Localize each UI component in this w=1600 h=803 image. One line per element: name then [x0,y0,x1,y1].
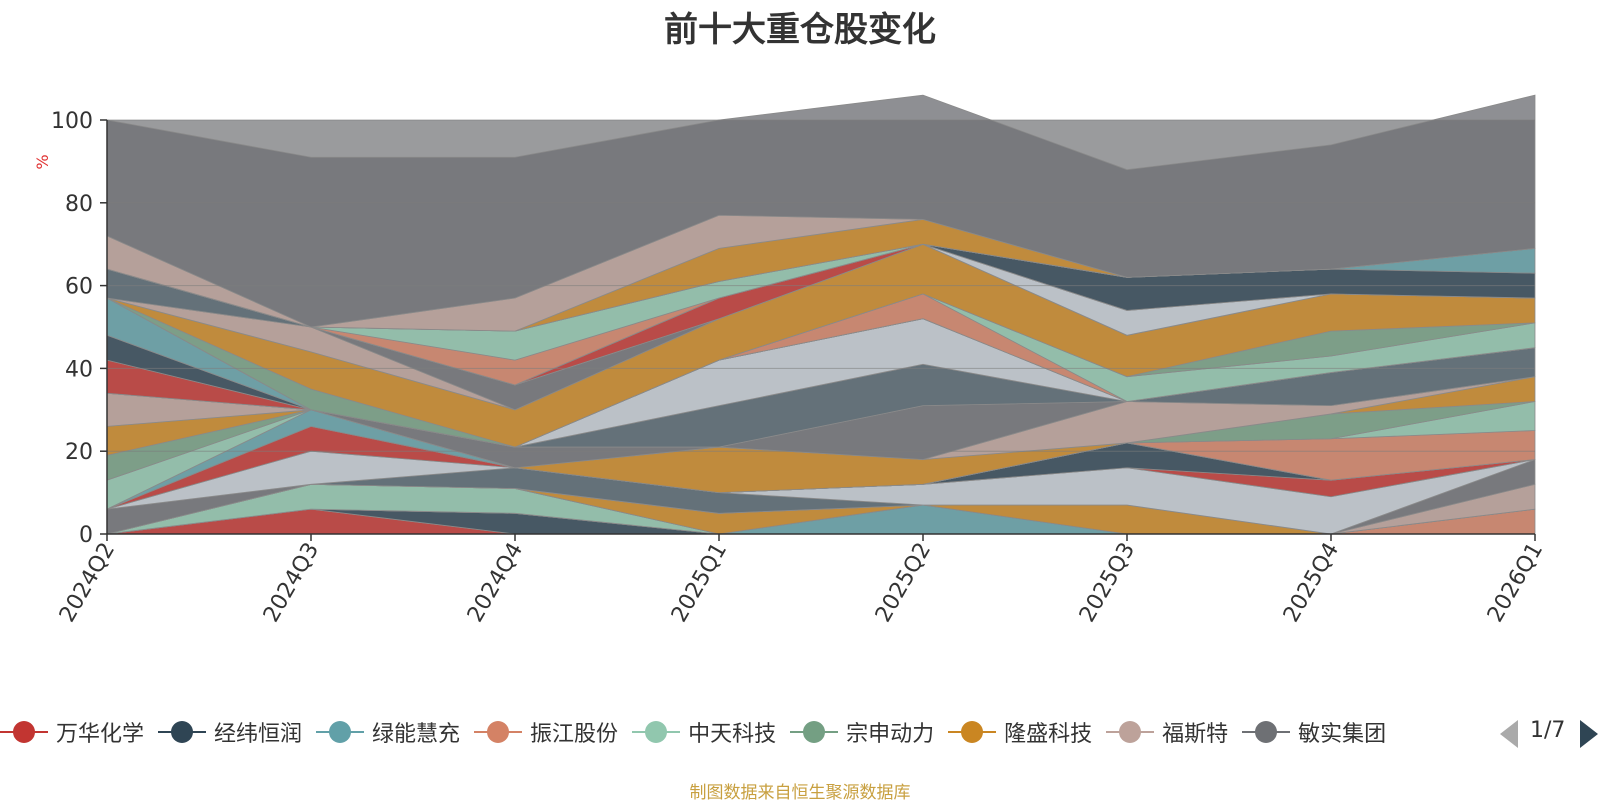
y-tick-label-5: 100 [51,109,93,134]
x-tick-label-2: 2024Q4 [463,539,528,627]
legend-item-3[interactable]: 绿能慧充 [316,712,460,752]
chart-title: 前十大重仓股变化 [664,10,936,50]
legend-label: 福斯特 [1162,722,1229,747]
legend-marker-icon [1106,720,1155,744]
legend-label: 宗申动力 [846,722,935,747]
legend-label: 经纬恒润 [214,722,303,747]
legend-label: 敏实集团 [1298,722,1387,747]
legend-item-1[interactable]: 万华化学 [0,712,144,752]
legend-marker-icon [948,720,997,744]
x-tick-label-6: 2025Q4 [1279,539,1344,627]
y-tick-label-2: 40 [65,357,93,382]
legend-marker-icon [0,720,48,744]
x-tick-label-0: 2024Q2 [55,539,120,627]
x-tick-label-3: 2025Q1 [667,539,732,627]
legend-label: 隆盛科技 [1004,722,1093,747]
legend-prev-icon[interactable] [1500,720,1518,748]
data-source-note: 制图数据来自恒生聚源数据库 [689,783,911,803]
legend-pager: 1/7 [1500,718,1600,748]
legend-page-indicator: 1/7 [1530,718,1566,743]
legend-marker-icon [158,720,207,744]
legend-item-2[interactable]: 经纬恒润 [158,712,302,752]
legend-marker-icon [790,720,839,744]
legend-next-icon[interactable] [1580,720,1598,748]
legend-label: 万华化学 [56,722,145,747]
x-tick-label-7: 2026Q1 [1483,539,1548,627]
y-tick-label-3: 60 [65,275,93,300]
legend-label: 绿能慧充 [372,722,461,747]
area-series-42 [106,94,1536,328]
y-tick-label-4: 80 [65,192,93,217]
legend-marker-icon [474,720,523,744]
legend-item-4[interactable]: 振江股份 [474,712,618,752]
y-tick-label-0: 0 [79,523,93,548]
x-tick-label-1: 2024Q3 [259,539,324,627]
legend-item-5[interactable]: 中天科技 [632,712,776,752]
legend-marker-icon [1242,720,1291,744]
y-axis-unit: % [33,154,52,169]
y-tick-label-1: 20 [65,440,93,465]
stacked-area-chart: 0 20 40 60 80 100 2024Q2 2024Q3 2024Q4 2025Q1 2025… [33,94,1548,627]
legend-item-6[interactable]: 宗申动力 [790,712,934,752]
legend: 万华化学 经纬恒润 绿能慧充 振江股份 中天科技 宗申动力 隆盛科技 福斯特 敏实集团 [0,712,1490,752]
legend-marker-icon [632,720,681,744]
legend-marker-icon [316,720,365,744]
legend-item-8[interactable]: 福斯特 [1106,712,1228,752]
legend-item-7[interactable]: 隆盛科技 [948,712,1092,752]
legend-item-9[interactable]: 敏实集团 [1242,712,1386,752]
x-tick-label-4: 2025Q2 [871,539,936,627]
legend-label: 中天科技 [688,722,777,747]
x-tick-label-5: 2025Q3 [1075,539,1140,627]
legend-label: 振江股份 [530,722,619,747]
